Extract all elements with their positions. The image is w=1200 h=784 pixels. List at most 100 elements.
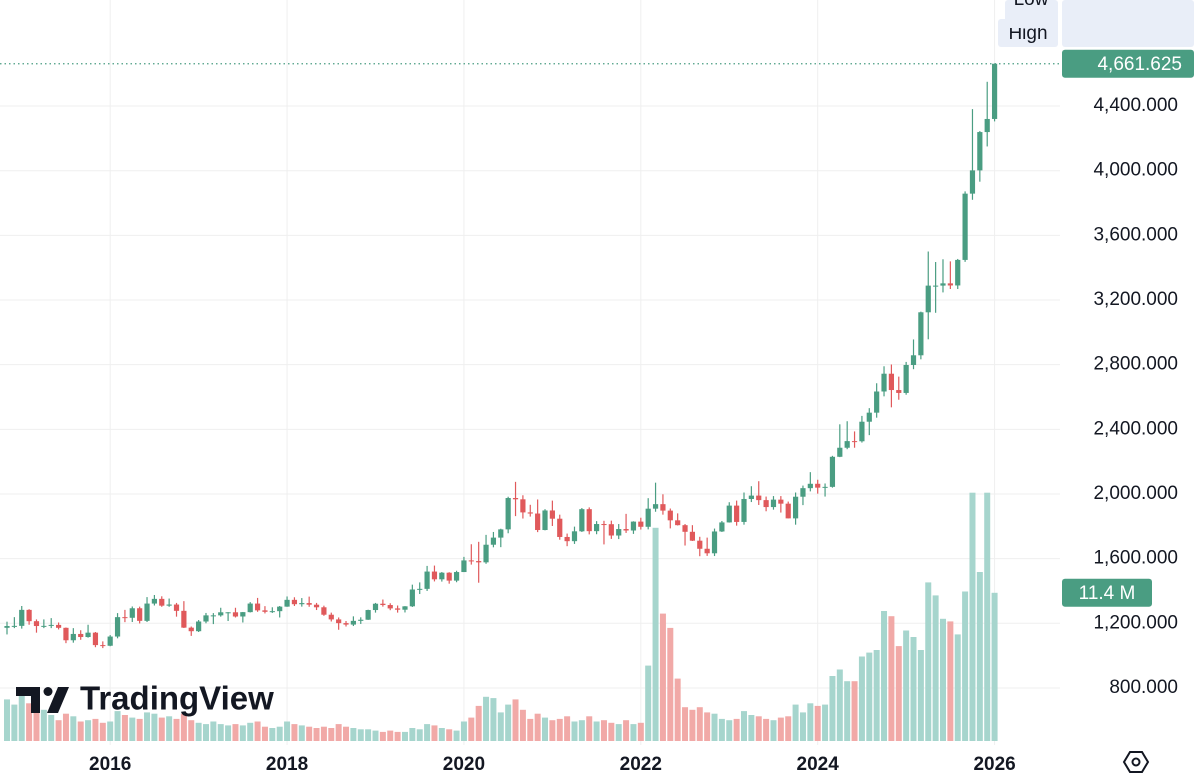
candle-body <box>763 500 769 508</box>
settings-icon[interactable] <box>1122 751 1150 773</box>
candle-body <box>652 504 659 509</box>
candle-body <box>181 610 187 628</box>
volume-bar <box>534 713 541 741</box>
candle-body <box>542 510 548 531</box>
candle-body <box>660 504 666 511</box>
volume-bar <box>578 720 585 741</box>
candle-body <box>756 495 762 501</box>
last-price-label: 4,661.625 <box>1097 54 1182 75</box>
candle-body <box>490 537 497 545</box>
candle-body <box>918 312 924 356</box>
volume-bar <box>777 717 784 741</box>
volume-bar <box>460 721 467 741</box>
candle-body <box>955 259 961 286</box>
low-value-box <box>1062 0 1194 28</box>
volume-bar <box>136 718 143 741</box>
volume-bar <box>497 712 504 741</box>
volume-bar <box>357 729 364 741</box>
volume-bar <box>512 699 519 741</box>
candle-body <box>321 607 327 615</box>
x-tick-label: 2026 <box>973 754 1015 775</box>
volume-bar <box>689 709 696 741</box>
brand: TradingView <box>80 680 274 717</box>
candle-body <box>55 624 62 628</box>
volume-bar <box>269 728 276 741</box>
volume-bar <box>836 669 843 741</box>
candle-body <box>107 636 113 646</box>
candle-body <box>85 632 91 638</box>
x-tick-label: 2020 <box>443 754 485 775</box>
volume-bar <box>261 726 268 741</box>
volume-bar <box>328 728 335 741</box>
last-volume-box <box>1062 578 1152 607</box>
candle-body <box>689 531 696 541</box>
volume-bar <box>247 722 254 741</box>
candle-body <box>719 522 725 532</box>
candle-body <box>586 509 592 532</box>
candle-layer <box>0 63 1060 649</box>
candle-body <box>571 531 578 542</box>
volume-bar <box>298 725 305 741</box>
volume-bar <box>844 681 851 741</box>
volume-bar <box>173 718 180 741</box>
candle-body <box>682 525 688 532</box>
candle-body <box>505 498 511 530</box>
candle-body <box>446 572 452 581</box>
volume-bar <box>254 721 261 741</box>
volume-bar <box>505 704 512 741</box>
candle-body <box>910 355 917 365</box>
volume-bar <box>239 725 246 741</box>
volume-bar <box>718 718 725 741</box>
candle-body <box>78 633 84 638</box>
volume-bar <box>121 715 128 741</box>
candle-body <box>277 606 283 612</box>
volume-bar <box>903 630 910 741</box>
candle-body <box>535 513 541 531</box>
candle-body <box>601 524 607 526</box>
volume-bar <box>468 717 475 741</box>
volume-bar <box>85 720 92 741</box>
volume-bar <box>895 646 902 741</box>
volume-bar <box>284 721 291 741</box>
volume-bar <box>564 716 571 741</box>
candle-body <box>859 421 865 442</box>
volume-bar <box>939 618 946 741</box>
volume-bar <box>814 705 821 741</box>
volume-bar <box>733 718 740 741</box>
candle-body <box>92 632 99 646</box>
volume-bar <box>151 713 158 741</box>
volume-bar <box>33 707 40 741</box>
volume-bar <box>232 724 239 741</box>
candle-body <box>306 603 312 605</box>
volume-bar <box>799 712 806 741</box>
volume-bar <box>350 728 357 741</box>
candle-body <box>947 283 953 286</box>
volume-bar <box>711 713 718 741</box>
volume-bar <box>158 717 165 741</box>
volume-bar <box>866 652 873 741</box>
logo-icon <box>43 687 53 696</box>
candle-body <box>387 605 393 609</box>
candle-body <box>984 118 990 133</box>
candle-body <box>512 498 519 500</box>
candle-body <box>137 608 143 621</box>
candle-body <box>785 503 791 519</box>
candle-body <box>439 572 445 580</box>
candle-body <box>579 509 585 532</box>
candle-body <box>837 447 843 457</box>
candle-body <box>402 606 408 610</box>
volume-bar <box>166 716 173 741</box>
volume-bar <box>202 724 209 741</box>
candle-body <box>557 518 563 537</box>
volume-bar <box>829 676 836 741</box>
volume-bar <box>379 731 386 741</box>
volume-bar <box>652 527 659 741</box>
candle-body <box>48 624 54 626</box>
volume-bar <box>910 637 917 741</box>
volume-bar <box>542 717 549 741</box>
candle-body <box>903 364 909 393</box>
candle-body <box>645 508 651 527</box>
x-tick-label: 2022 <box>620 754 662 775</box>
candle-body <box>704 548 710 554</box>
candle-body <box>365 610 371 620</box>
